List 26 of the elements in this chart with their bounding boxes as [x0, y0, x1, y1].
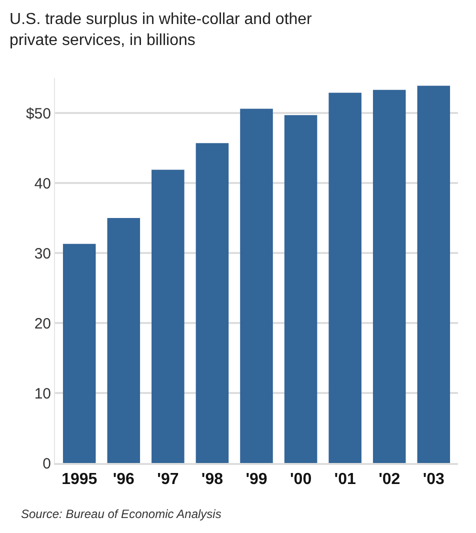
x-tick-label: 1995: [62, 471, 98, 488]
y-tick-label: 40: [34, 175, 51, 192]
bar: [328, 92, 362, 463]
bar: [417, 86, 450, 463]
bar: [372, 90, 406, 463]
x-tick-label: '99: [246, 471, 268, 488]
chart-title: U.S. trade surplus in white-collar and other private services, in billions: [10, 10, 313, 49]
y-tick-label: 10: [34, 385, 51, 402]
y-tick-label: 30: [34, 245, 51, 262]
x-tick-label: '98: [201, 471, 224, 488]
bar: [107, 218, 140, 463]
y-tick-label: 0: [42, 455, 51, 472]
bar: [284, 115, 318, 463]
x-tick-label: '00: [290, 471, 312, 488]
x-tick-label: '01: [334, 471, 356, 488]
x-tick-label: '96: [112, 471, 135, 488]
bar: [240, 108, 273, 463]
source-note: Source: Bureau of Economic Analysis: [21, 507, 222, 521]
y-tick-label: $50: [26, 105, 51, 122]
bar: [152, 170, 184, 463]
bar: [62, 244, 96, 463]
y-tick-label: 20: [34, 315, 51, 332]
bar: [196, 143, 229, 463]
x-tick-label: '03: [422, 471, 445, 488]
x-tick-label: '97: [157, 471, 179, 488]
x-tick-label: '02: [378, 471, 400, 488]
